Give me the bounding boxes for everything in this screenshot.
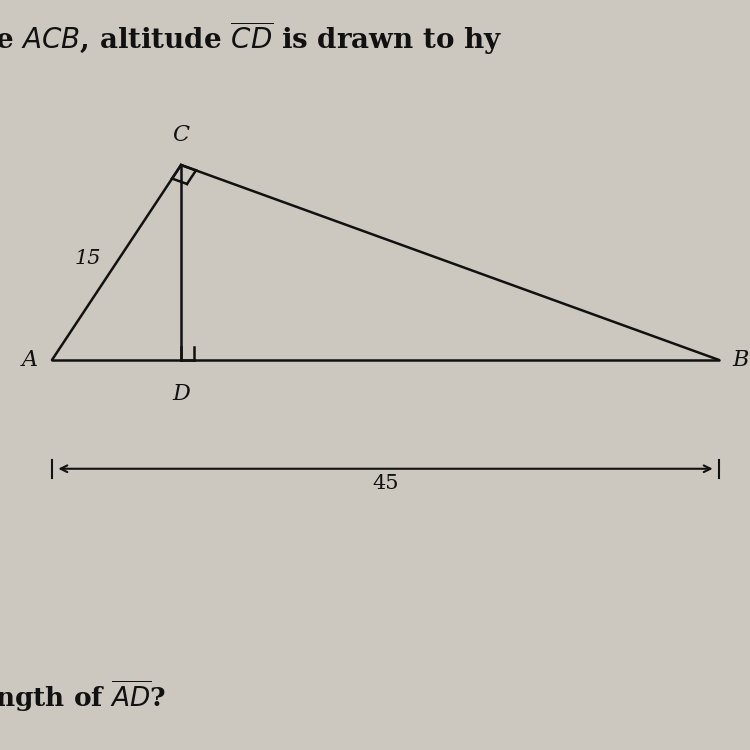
Text: B: B xyxy=(732,349,748,371)
Text: ngth of $\overline{AD}$?: ngth of $\overline{AD}$? xyxy=(0,679,166,714)
Text: 45: 45 xyxy=(372,474,399,494)
Text: C: C xyxy=(172,124,190,146)
Text: e $\mathit{ACB}$, altitude $\overline{CD}$ is drawn to hy: e $\mathit{ACB}$, altitude $\overline{CD… xyxy=(0,19,502,57)
Text: D: D xyxy=(172,382,190,404)
Text: 15: 15 xyxy=(74,249,101,268)
Text: A: A xyxy=(22,349,38,371)
